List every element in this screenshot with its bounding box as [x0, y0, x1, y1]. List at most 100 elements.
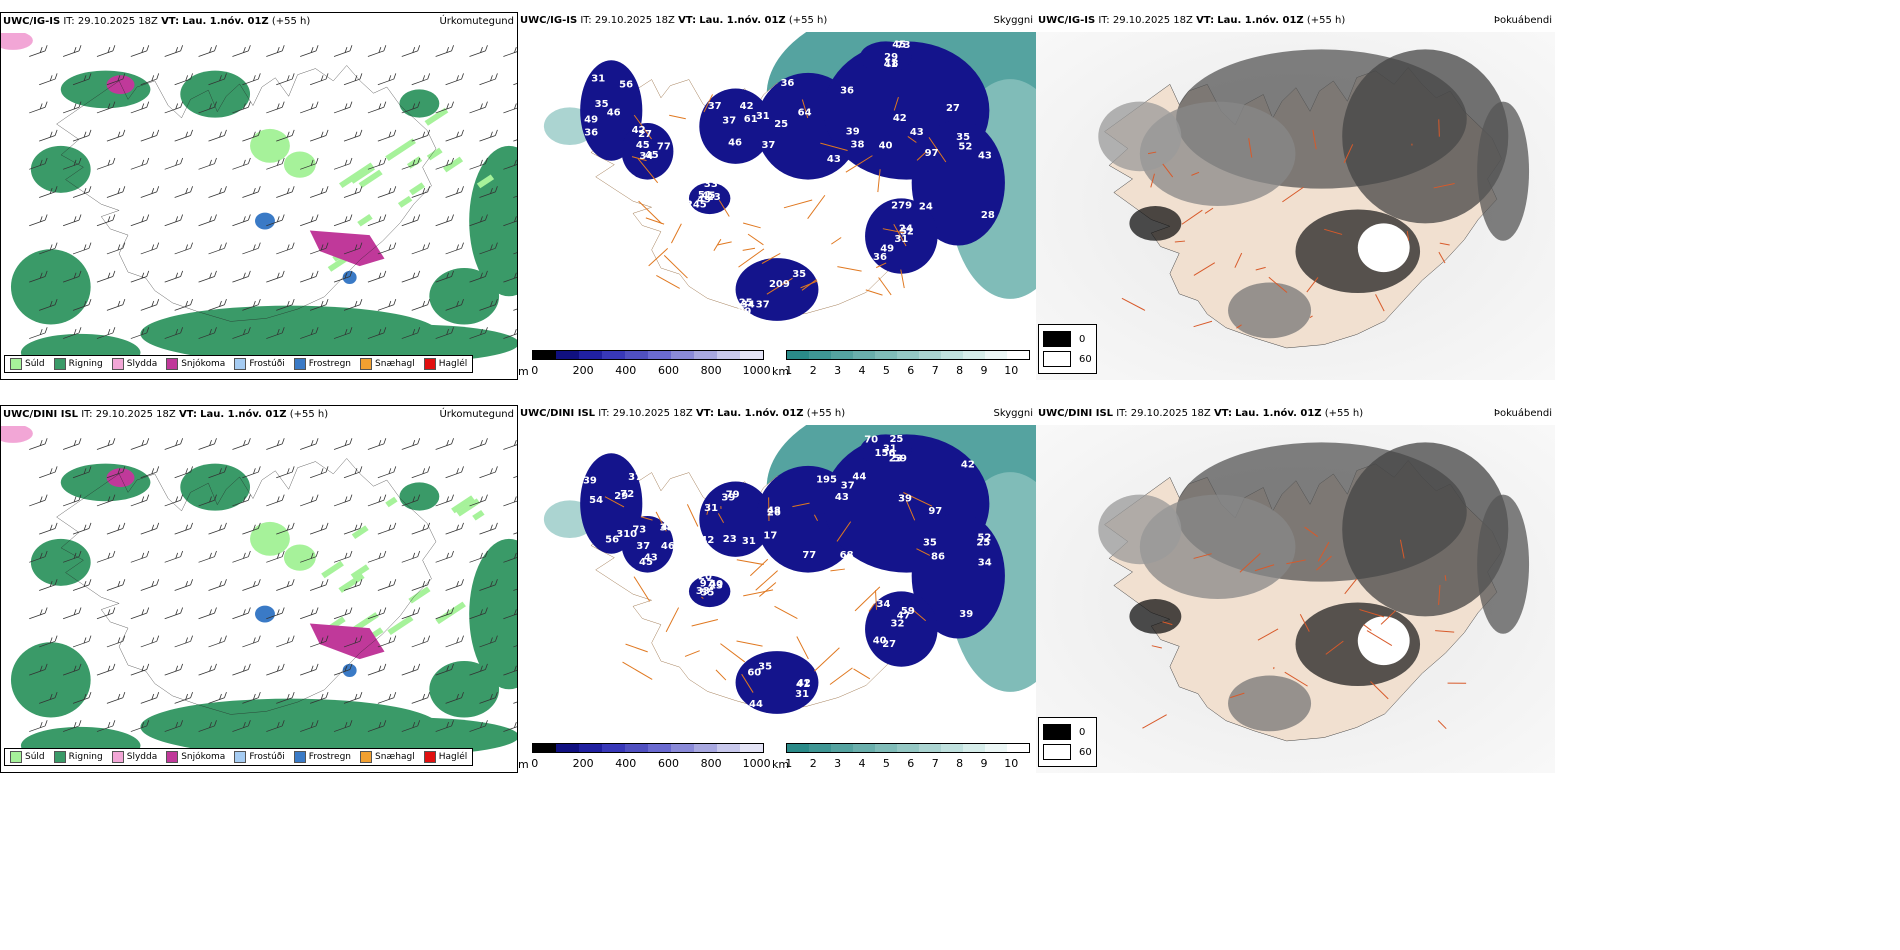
fog-panel-ig-is: UWC/IG-IS IT: 29.10.2025 18Z VT: Lau. 1.… — [1036, 12, 1555, 380]
legend-label: Frostregn — [309, 752, 351, 762]
panel-title: Úrkomutegund — [439, 13, 514, 31]
scale-tick: 5 — [883, 364, 890, 377]
cloud-base-label: 37 — [761, 140, 775, 151]
scale-step — [809, 744, 831, 752]
cloud-base-label: 34 — [978, 558, 992, 569]
scale-step — [671, 744, 694, 752]
cloud-base-label: 31 — [704, 503, 718, 514]
legend-label: Rigning — [69, 752, 103, 762]
panel-title: Skyggni — [993, 405, 1033, 423]
cloud-base-label: 26 — [767, 508, 781, 519]
model-name: UWC/DINI ISL — [1038, 408, 1113, 419]
legend-swatch — [360, 358, 372, 370]
cloud-base-label: 45 — [892, 40, 906, 51]
initial-time: 29.10.2025 18Z — [613, 408, 693, 419]
cloud-base-label: 43 — [827, 154, 841, 165]
cloud-base-label: 23 — [709, 580, 723, 591]
precip-panel-ig-is: UWC/IG-IS IT: 29.10.2025 18Z VT: Lau. 1.… — [0, 12, 518, 380]
scale-step — [787, 351, 809, 359]
fog-index-map[interactable] — [1036, 425, 1555, 773]
legend-label: Rigning — [69, 359, 103, 369]
cloudbase-visibility-map[interactable]: 56 45 42 77 97 86 59 44 55 70 54 38 79 48 44 34 34 35 40 59… — [518, 425, 1036, 739]
scale-tick: 2 — [810, 757, 817, 770]
scale-step — [602, 351, 625, 359]
scale-step — [671, 351, 694, 359]
scale-tick: 10 — [1004, 757, 1018, 770]
legend-label: Frostúði — [249, 359, 284, 369]
legend-swatch — [10, 751, 22, 763]
precip-legend: Súld Rigning Slydda Snjókoma Frostúði Frostre… — [4, 748, 473, 766]
model-name: UWC/IG-IS — [3, 16, 60, 27]
cloud-base-label: 36 — [584, 128, 598, 139]
scale-step — [579, 744, 602, 752]
cloud-base-label: 42 — [797, 678, 811, 689]
fog-key-label: 0 — [1079, 727, 1085, 738]
cloud-base-label: 97 — [928, 506, 942, 517]
precip-legend-item: Rigning — [54, 358, 103, 370]
precip-map[interactable] — [1, 33, 517, 379]
scale-step — [740, 351, 763, 359]
scale-tick: 0 — [531, 364, 538, 377]
scale-step — [579, 351, 602, 359]
cloud-base-label: 38 — [851, 139, 865, 150]
precip-legend-item: Snjókoma — [166, 751, 225, 763]
scale-tick: 200 — [573, 364, 594, 377]
legend-swatch — [234, 751, 246, 763]
cloud-base-label: 39 — [846, 127, 860, 138]
initial-time: 29.10.2025 18Z — [1131, 408, 1211, 419]
model-name: UWC/DINI ISL — [3, 409, 78, 420]
scale-step — [985, 351, 1007, 359]
scale-step — [648, 744, 671, 752]
cloud-base-label: 68 — [840, 550, 854, 561]
legend-swatch — [294, 751, 306, 763]
cloud-base-label: 56 — [619, 80, 633, 91]
fog-key-row: 60 — [1043, 742, 1092, 762]
panel-header: UWC/DINI ISL IT: 29.10.2025 18Z VT: Lau.… — [1036, 405, 1555, 423]
fog-index-map[interactable] — [1036, 32, 1555, 380]
legend-swatch — [54, 751, 66, 763]
scale-step — [919, 744, 941, 752]
scale-tick: 400 — [615, 757, 636, 770]
scale-step — [556, 744, 579, 752]
precip-map[interactable] — [1, 426, 517, 772]
visibility-scale: km 1 2 3 4 5 6 7 8 9 10 — [772, 346, 1034, 380]
scale-tick: 4 — [858, 364, 865, 377]
cloudbase-visibility-map[interactable]: 31 77 37 43 39 97 52 37 49 73 56 42 37 36 40 35 36 35 33 41… — [518, 32, 1036, 346]
initial-time: 29.10.2025 18Z — [96, 409, 176, 420]
scale-tick: 6 — [907, 364, 914, 377]
fog-key-label: 60 — [1079, 354, 1092, 365]
vt-label: VT: — [1196, 15, 1214, 26]
scale-step — [853, 744, 875, 752]
scale-step — [787, 744, 809, 752]
valid-time: Lau. 1.nóv. 01Z — [1235, 408, 1321, 419]
cloud-base-label: 39 — [721, 492, 735, 503]
legend-label: Snæhagl — [375, 752, 415, 762]
initial-time: 29.10.2025 18Z — [78, 16, 158, 27]
legend-swatch — [424, 751, 436, 763]
legend-swatch — [112, 751, 124, 763]
precip-legend-item: Slydda — [112, 358, 157, 370]
cloud-base-label: 43 — [910, 127, 924, 138]
cloud-base-label: 36 — [840, 86, 854, 97]
it-label: IT: — [81, 409, 92, 420]
lead-time: (+55 h) — [272, 16, 310, 27]
fog-key-swatch — [1043, 351, 1071, 367]
legend-swatch — [234, 358, 246, 370]
precip-legend-item: Haglél — [424, 751, 468, 763]
cloud-base-label: 42 — [893, 113, 907, 124]
scale-step — [533, 351, 556, 359]
legend-label: Snjókoma — [181, 752, 225, 762]
precip-legend-item: Frostúði — [234, 358, 284, 370]
vt-label: VT: — [161, 16, 179, 27]
vt-label: VT: — [179, 409, 197, 420]
scale-step — [963, 744, 985, 752]
scale-ticks: 0 200 400 600 800 1000 — [532, 757, 764, 771]
cloud-base-label: 25 — [889, 434, 903, 445]
scale-step — [831, 744, 853, 752]
cloud-base-scale: m 0 200 400 600 800 1000 — [518, 739, 768, 773]
initial-time: 29.10.2025 18Z — [595, 15, 675, 26]
fog-key-label: 60 — [1079, 747, 1092, 758]
panel-title: Skyggni — [993, 12, 1033, 30]
scale-tick: 6 — [907, 757, 914, 770]
valid-time: Lau. 1.nóv. 01Z — [200, 409, 286, 420]
